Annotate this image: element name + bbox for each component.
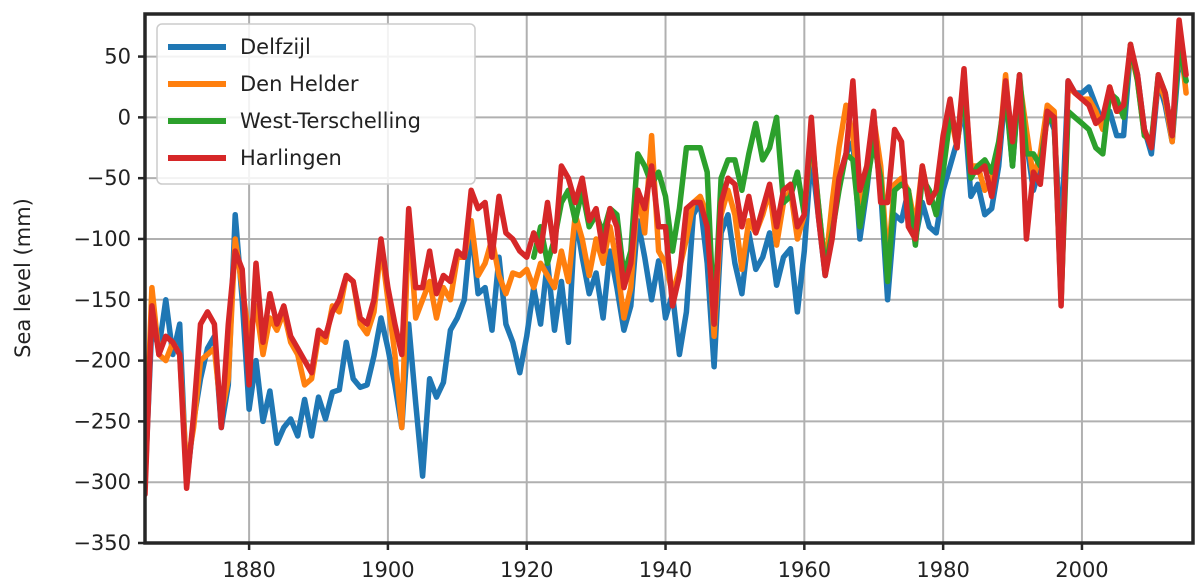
y-axis-label: Sea level (mm)	[11, 198, 35, 358]
plot-frame	[143, 12, 1195, 545]
x-tick-label: 1960	[778, 558, 831, 582]
y-tick-label: 50	[104, 45, 131, 69]
series-line-harlingen	[145, 17, 1189, 498]
y-axis: −350 −300 −250 −200 −150 −100 −50 0 50	[73, 45, 145, 555]
x-tick-label: 1980	[916, 558, 969, 582]
y-tick-label: −100	[73, 227, 131, 251]
legend-label: Den Helder	[240, 72, 359, 96]
x-tick-label: 1940	[639, 558, 692, 582]
y-tick-label: −50	[87, 166, 131, 190]
plot-lines	[145, 17, 1189, 498]
x-axis: 1880 1900 1920 1940 1960 1980 2000	[222, 543, 1109, 582]
y-tick-label: −350	[73, 531, 131, 555]
y-tick-label: 0	[118, 105, 131, 129]
legend-label: Delfzijl	[240, 35, 311, 59]
y-tick-label: −300	[73, 470, 131, 494]
x-tick-label: 1880	[222, 558, 275, 582]
y-tick-label: −150	[73, 288, 131, 312]
series-line-west-terschelling	[530, 41, 1189, 327]
legend-label: Harlingen	[240, 146, 342, 170]
x-tick-label: 2000	[1055, 558, 1108, 582]
y-tick-label: −200	[73, 349, 131, 373]
legend: Delfzijl Den Helder West-Terschelling Harli…	[156, 23, 476, 185]
legend-box	[156, 23, 476, 185]
y-tick-label: −250	[73, 409, 131, 433]
plot-border	[143, 12, 1195, 545]
legend-label: West-Terschelling	[240, 109, 421, 133]
x-tick-label: 1900	[361, 558, 414, 582]
x-tick-label: 1920	[500, 558, 553, 582]
